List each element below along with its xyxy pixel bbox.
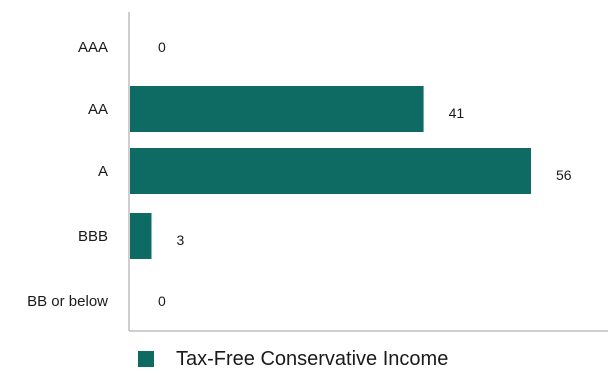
data-label: 0 — [158, 39, 166, 55]
legend-label: Tax-Free Conservative Income — [176, 348, 449, 370]
category-label: BB or below — [27, 293, 108, 310]
category-label: BBB — [78, 228, 108, 245]
bar — [130, 148, 531, 194]
category-label: A — [98, 163, 108, 180]
legend: Tax-Free Conservative Income — [138, 349, 448, 369]
bar — [130, 86, 424, 132]
data-label: 41 — [449, 105, 465, 121]
legend-swatch — [138, 351, 154, 367]
category-label: AAA — [78, 39, 108, 56]
data-label: 56 — [556, 167, 572, 183]
data-label: 3 — [176, 232, 184, 248]
data-label: 0 — [158, 293, 166, 309]
bar — [130, 213, 152, 259]
category-label: AA — [88, 101, 108, 118]
